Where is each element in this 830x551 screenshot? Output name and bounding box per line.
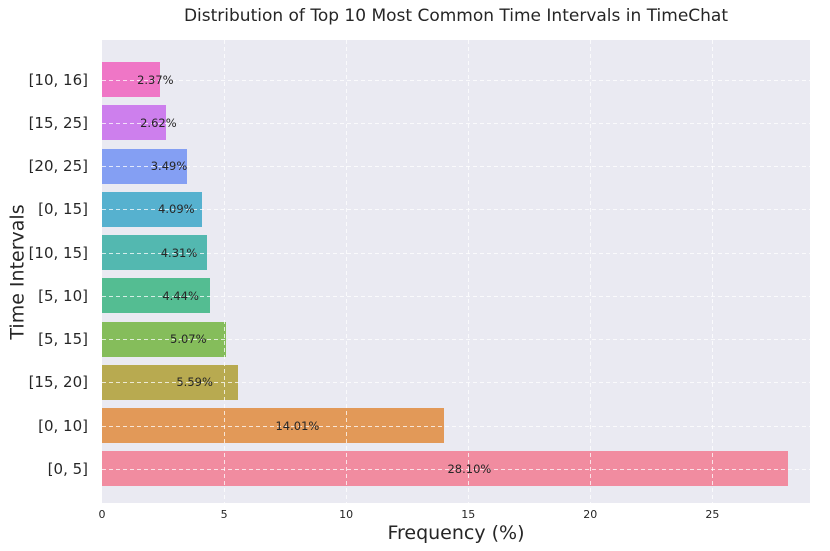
plot-area: 2.37% 2.62% 3.49% 4.09% 4.31% 4.44% 5.07% 5.59%… xyxy=(102,40,810,503)
bar-value-label: 4.09% xyxy=(158,202,195,217)
gridline-horizontal xyxy=(102,339,810,340)
gridline-vertical xyxy=(468,40,470,503)
gridline-vertical xyxy=(346,40,348,503)
bar-value-label: 5.07% xyxy=(170,332,207,346)
y-tick-label: [0, 10] xyxy=(38,416,88,435)
y-tick-label: [15, 25] xyxy=(28,113,88,132)
gridline-horizontal xyxy=(102,382,810,384)
y-tick-label: [15, 20] xyxy=(28,373,88,392)
y-tick-label: [10, 15] xyxy=(28,243,88,262)
y-tick-label: [20, 25] xyxy=(28,157,88,175)
y-tick-label: [0, 5] xyxy=(47,459,88,478)
x-tick-label: 10 xyxy=(339,508,354,521)
gridline-horizontal xyxy=(102,122,810,124)
x-tick-label: 0 xyxy=(98,508,106,521)
bar-value-label: 2.37% xyxy=(137,72,174,87)
x-tick-label: 5 xyxy=(220,508,228,521)
gridline-horizontal xyxy=(102,166,810,167)
chart-title: Distribution of Top 10 Most Common Time … xyxy=(183,6,729,26)
gridline-horizontal xyxy=(102,209,810,211)
gridline-horizontal xyxy=(102,79,810,81)
x-axis-tick-labels: 0 5 10 15 20 25 xyxy=(98,508,810,524)
gridline-horizontal xyxy=(102,295,810,297)
x-axis-label: Frequency (%) xyxy=(387,522,525,544)
bar-value-label: 4.44% xyxy=(162,288,199,303)
bar-value-label: 28.10% xyxy=(447,461,492,476)
gridline-horizontal xyxy=(102,252,810,254)
y-axis-tick-labels: [10, 16] [15, 25] [20, 25] [0, 15] [10, 15] [… xyxy=(0,40,95,503)
y-tick-label: [5, 10] xyxy=(38,286,88,305)
gridline-vertical xyxy=(590,40,592,503)
bar-value-label: 4.31% xyxy=(160,245,198,260)
gridline-horizontal xyxy=(102,425,810,427)
y-tick-label: [0, 15] xyxy=(38,200,88,219)
x-tick-label: 25 xyxy=(705,508,720,521)
bar-value-label: 3.49% xyxy=(150,159,188,173)
gridline-horizontal xyxy=(102,468,810,470)
x-tick-label: 20 xyxy=(583,508,598,521)
gridline-vertical xyxy=(712,40,714,503)
bar-value-label: 14.01% xyxy=(275,418,320,433)
bar-value-label: 5.59% xyxy=(176,375,213,390)
gridline-vertical xyxy=(224,40,226,503)
bar-value-label: 2.62% xyxy=(140,115,177,130)
y-tick-label: [10, 16] xyxy=(28,70,88,89)
x-tick-label: 15 xyxy=(461,508,476,521)
y-tick-label: [5, 15] xyxy=(38,330,88,348)
